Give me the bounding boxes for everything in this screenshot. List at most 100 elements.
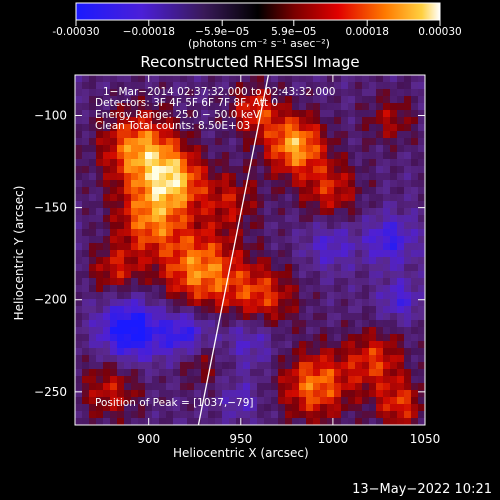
heatmap-cell — [96, 334, 104, 342]
heatmap-cell — [222, 397, 230, 405]
heatmap-cell — [250, 166, 258, 174]
heatmap-cell — [208, 285, 216, 293]
heatmap-cell — [341, 82, 349, 90]
heatmap-cell — [187, 194, 195, 202]
heatmap-cell — [124, 390, 132, 398]
heatmap-cell — [320, 278, 328, 286]
heatmap-cell — [180, 187, 188, 195]
heatmap-cell — [292, 208, 300, 216]
heatmap-cell — [418, 278, 425, 286]
heatmap-cell — [110, 229, 118, 237]
heatmap-cell — [89, 369, 97, 377]
heatmap-cell — [159, 271, 167, 279]
heatmap-cell — [355, 131, 363, 139]
heatmap-cell — [96, 264, 104, 272]
heatmap-cell — [383, 187, 391, 195]
heatmap-cell — [89, 404, 97, 412]
heatmap-cell — [75, 257, 83, 265]
heatmap-cell — [166, 138, 174, 146]
heatmap-cell — [271, 306, 279, 314]
heatmap-cell — [250, 369, 258, 377]
heatmap-cell — [75, 278, 83, 286]
heatmap-cell — [313, 355, 321, 363]
heatmap-cell — [75, 376, 83, 384]
heatmap-cell — [75, 404, 83, 412]
heatmap-cell — [334, 236, 342, 244]
heatmap-cell — [145, 215, 153, 223]
heatmap-cell — [390, 334, 398, 342]
heatmap-cell — [159, 208, 167, 216]
heatmap-cell — [369, 96, 377, 104]
heatmap-cell — [313, 236, 321, 244]
heatmap-cell — [348, 418, 356, 425]
heatmap-cell — [334, 103, 342, 111]
heatmap-cell — [75, 89, 83, 97]
heatmap-cell — [362, 229, 370, 237]
heatmap-cell — [376, 75, 384, 83]
heatmap-cell — [215, 229, 223, 237]
heatmap-cell — [96, 110, 104, 118]
heatmap-cell — [159, 299, 167, 307]
heatmap-cell — [341, 208, 349, 216]
heatmap-cell — [397, 89, 405, 97]
heatmap-cell — [383, 159, 391, 167]
heatmap-cell — [152, 397, 160, 405]
heatmap-cell — [110, 411, 118, 419]
heatmap-cell — [96, 390, 104, 398]
heatmap-cell — [180, 201, 188, 209]
heatmap-cell — [117, 75, 125, 83]
heatmap-cell — [362, 243, 370, 251]
heatmap-cell — [299, 159, 307, 167]
heatmap-cell — [285, 383, 293, 391]
heatmap-cell — [138, 418, 146, 425]
heatmap-cell — [292, 110, 300, 118]
heatmap-cell — [383, 110, 391, 118]
heatmap-cell — [334, 173, 342, 181]
heatmap-cell — [397, 327, 405, 335]
heatmap-cell — [96, 397, 104, 405]
heatmap-cell — [194, 250, 202, 258]
heatmap-cell — [355, 124, 363, 132]
heatmap-cell — [299, 411, 307, 419]
heatmap-cell — [278, 82, 286, 90]
heatmap-cell — [166, 194, 174, 202]
heatmap-cell — [96, 292, 104, 300]
heatmap-cell — [82, 96, 90, 104]
heatmap-cell — [173, 82, 181, 90]
heatmap-cell — [138, 397, 146, 405]
heatmap-cell — [285, 257, 293, 265]
heatmap-cell — [313, 75, 321, 83]
heatmap-cell — [222, 257, 230, 265]
heatmap-cell — [383, 390, 391, 398]
heatmap-cell — [313, 96, 321, 104]
heatmap-cell — [285, 390, 293, 398]
heatmap-cell — [250, 250, 258, 258]
heatmap-cell — [75, 215, 83, 223]
heatmap-cell — [376, 313, 384, 321]
heatmap-cell — [285, 313, 293, 321]
heatmap-cell — [110, 124, 118, 132]
heatmap-cell — [390, 390, 398, 398]
colorbar-tick-label: 0.00030 — [418, 26, 461, 38]
heatmap-cell — [138, 348, 146, 356]
heatmap-cell — [236, 418, 244, 425]
heatmap-cell — [355, 222, 363, 230]
heatmap-cell — [229, 397, 237, 405]
heatmap-cell — [229, 96, 237, 104]
heatmap-cell — [243, 229, 251, 237]
heatmap-cell — [236, 404, 244, 412]
heatmap-cell — [341, 222, 349, 230]
heatmap-cell — [285, 404, 293, 412]
heatmap-cell — [278, 89, 286, 97]
heatmap-cell — [243, 194, 251, 202]
heatmap-cell — [376, 306, 384, 314]
heatmap-cell — [418, 292, 425, 300]
heatmap-cell — [187, 117, 195, 125]
heatmap-cell — [201, 180, 209, 188]
heatmap-cell — [390, 348, 398, 356]
heatmap-cell — [166, 152, 174, 160]
heatmap-cell — [152, 201, 160, 209]
heatmap-cell — [257, 229, 265, 237]
heatmap-cell — [117, 271, 125, 279]
heatmap-cell — [278, 306, 286, 314]
